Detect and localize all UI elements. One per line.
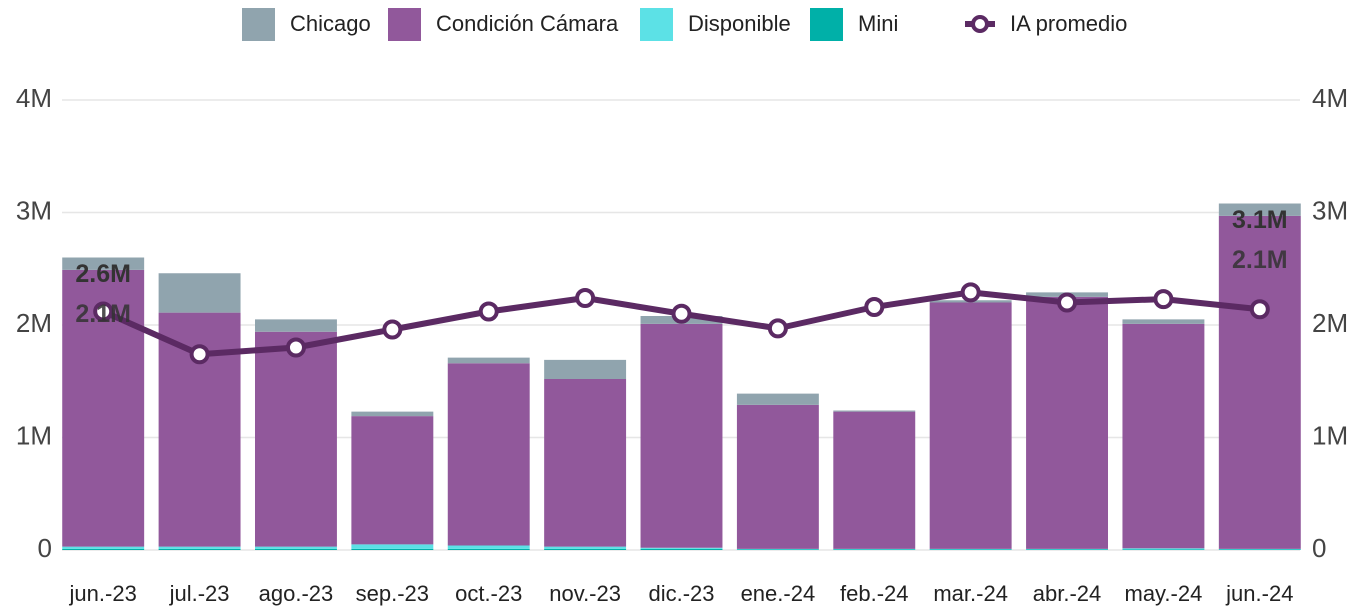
legend-label: Chicago — [290, 11, 371, 36]
y-tick-label: 1M — [16, 420, 52, 450]
bar-segment — [447, 545, 530, 549]
bar-segment — [833, 549, 916, 550]
x-tick-label: oct.-23 — [455, 581, 522, 606]
x-tick-label: ago.-23 — [259, 581, 334, 606]
total-label: 3.1M — [1232, 206, 1288, 234]
legend-label: Condición Cámara — [436, 11, 619, 36]
bar-segment — [736, 548, 819, 550]
bar-segment — [62, 546, 145, 549]
bar-segment — [544, 546, 627, 549]
y-tick-label: 3M — [16, 195, 52, 225]
bar-segment — [254, 331, 337, 547]
bar-segment — [1122, 548, 1205, 550]
y2-tick-label: 2M — [1312, 308, 1348, 338]
line-point — [1249, 299, 1270, 320]
bar-segment — [544, 359, 627, 379]
bar-segment — [1218, 203, 1301, 216]
bar-segment — [1026, 549, 1109, 550]
bar-segment — [544, 379, 627, 547]
legend-label: Disponible — [688, 11, 791, 36]
bar-segment — [833, 411, 916, 549]
line-point — [1057, 292, 1078, 313]
x-tick-label: feb.-24 — [840, 581, 909, 606]
bar-segment — [1218, 548, 1301, 550]
line-value-label: 2.1M — [75, 300, 131, 328]
bar-segment — [158, 548, 241, 550]
bar-segment — [833, 548, 916, 550]
line-point — [960, 282, 981, 303]
bar-segment — [447, 548, 530, 550]
legend-swatch — [640, 8, 673, 41]
bar-segment — [640, 323, 723, 548]
x-tick-label: mar.-24 — [933, 581, 1008, 606]
x-tick-label: sep.-23 — [356, 581, 429, 606]
line-point — [189, 344, 210, 365]
y2-tick-label: 0 — [1312, 533, 1326, 563]
bar-segment — [1026, 296, 1109, 549]
bar-segment — [929, 302, 1012, 549]
bar-segment — [351, 416, 434, 545]
bar-segment — [929, 548, 1012, 550]
x-tick-label: dic.-23 — [648, 581, 714, 606]
x-tick-label: ene.-24 — [741, 581, 816, 606]
bar-segment — [736, 549, 819, 550]
bar-segment — [254, 546, 337, 549]
line-point — [478, 301, 499, 322]
bar-segment — [254, 548, 337, 550]
bar-segment — [351, 544, 434, 549]
line-point — [382, 319, 403, 340]
bar-segment — [1122, 549, 1205, 550]
line-point — [1153, 289, 1174, 310]
bar-segment — [544, 548, 627, 550]
x-tick-label: abr.-24 — [1033, 581, 1102, 606]
bar-segment — [736, 393, 819, 405]
y-tick-label: 0 — [38, 533, 52, 563]
legend-swatch — [388, 8, 421, 41]
bar-segment — [1122, 319, 1205, 324]
x-tick-label: may.-24 — [1125, 581, 1203, 606]
y-tick-label: 2M — [16, 308, 52, 338]
legend-label: Mini — [858, 11, 898, 36]
line-value-label: 2.1M — [1232, 246, 1288, 274]
legend-marker — [971, 15, 989, 33]
bar-segment — [254, 319, 337, 332]
y2-tick-label: 3M — [1312, 195, 1348, 225]
bar-segment — [447, 357, 530, 364]
y2-tick-label: 4M — [1312, 83, 1348, 113]
line-point — [671, 303, 692, 324]
bar-segment — [62, 257, 145, 270]
bar-segment — [1218, 549, 1301, 550]
x-tick-label: nov.-23 — [549, 581, 621, 606]
line-point — [93, 301, 114, 322]
bar-segment — [736, 404, 819, 549]
bar-segment — [62, 548, 145, 550]
bar-segment — [351, 548, 434, 550]
legend-swatch — [242, 8, 275, 41]
y-tick-label: 4M — [16, 83, 52, 113]
legend-swatch — [810, 8, 843, 41]
x-tick-label: jun.-23 — [69, 581, 137, 606]
bar-segment — [158, 273, 241, 313]
bar-segment — [1122, 323, 1205, 549]
bar-segment — [640, 548, 723, 550]
bar-segment — [1218, 215, 1301, 549]
bar-segment — [1026, 548, 1109, 550]
line-point — [864, 297, 885, 317]
total-label: 2.6M — [75, 260, 131, 288]
bar-segment — [640, 547, 723, 549]
line-point — [575, 288, 596, 308]
line-point — [285, 337, 306, 358]
x-tick-label: jun.-24 — [1225, 581, 1293, 606]
bar-segment — [447, 363, 530, 546]
bar-segment — [351, 411, 434, 417]
x-tick-label: jul.-23 — [169, 581, 230, 606]
legend-label: IA promedio — [1010, 11, 1127, 36]
line-point — [767, 318, 788, 339]
bar-segment — [158, 546, 241, 549]
y2-tick-label: 1M — [1312, 420, 1348, 450]
bar-segment — [929, 549, 1012, 550]
bar-segment — [833, 410, 916, 412]
